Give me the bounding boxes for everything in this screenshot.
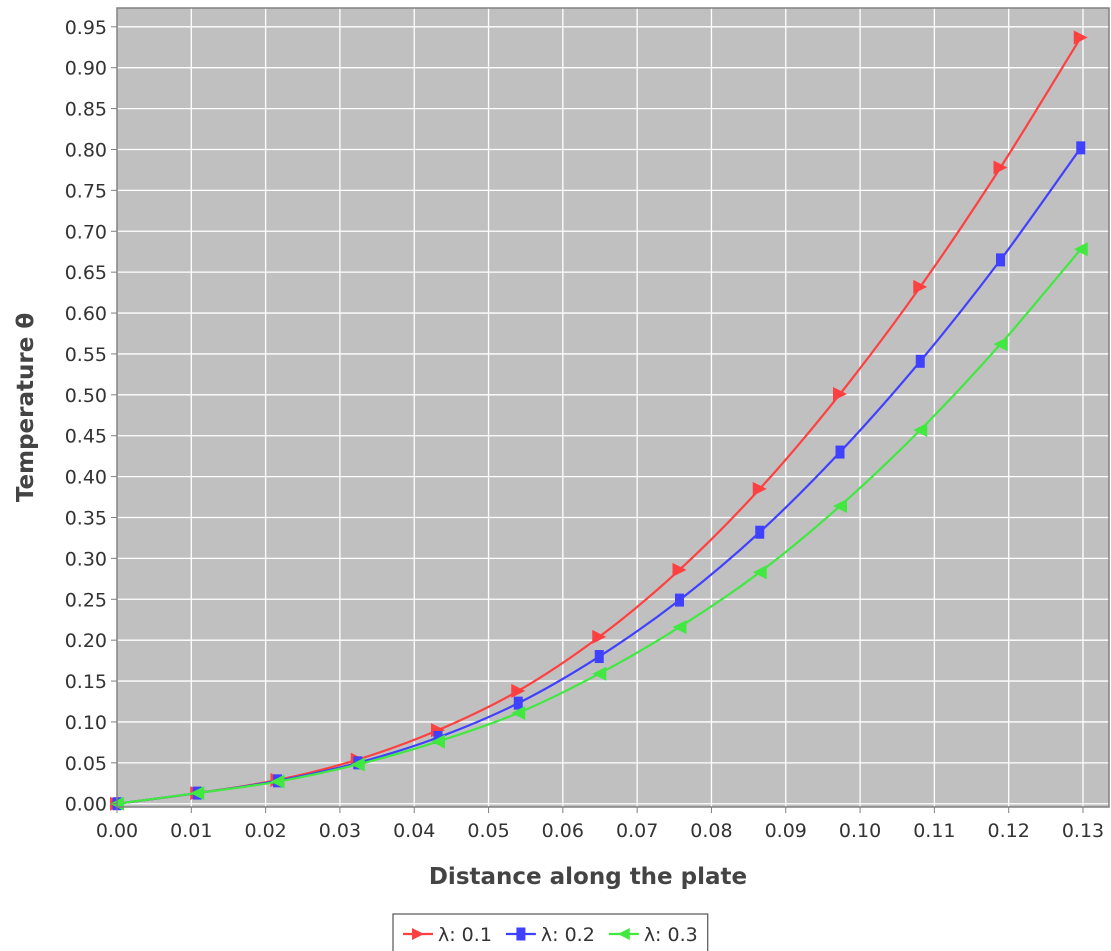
y-tick-label: 0.65 [65, 262, 107, 284]
y-tick-label: 0.25 [65, 589, 107, 611]
y-tick-label: 0.70 [65, 221, 107, 243]
series-3 [110, 242, 1088, 811]
data-point [835, 445, 845, 459]
legend-marker [412, 928, 424, 940]
data-point [511, 705, 526, 720]
data-point [915, 354, 925, 368]
y-tick-label: 0.35 [65, 507, 107, 529]
legend-label: λ: 0.1 [438, 924, 492, 946]
legend-item: λ: 0.1 [403, 924, 492, 946]
series-layer [110, 30, 1088, 811]
legend-item: λ: 0.3 [608, 924, 698, 946]
x-tick-label: 0.08 [690, 820, 732, 842]
y-tick-label: 0.10 [65, 712, 107, 734]
data-point [270, 774, 285, 789]
x-axis: 0.00 0.01 0.02 0.03 0.04 0.05 0.06 0.07 0.08 0.09… [96, 807, 1104, 842]
y-axis-title: Temperature θ [13, 313, 39, 502]
legend-box [392, 913, 709, 951]
data-point [431, 734, 446, 749]
y-tick-label: 0.45 [65, 426, 107, 448]
x-tick-label: 0.04 [393, 820, 435, 842]
y-tick-label: 0.20 [65, 630, 107, 652]
legend-label: λ: 0.2 [541, 924, 595, 946]
x-tick-label: 0.06 [542, 820, 584, 842]
x-tick-label: 0.07 [616, 820, 658, 842]
y-tick-label: 0.85 [65, 99, 107, 121]
y-tick-label: 0.95 [65, 17, 107, 39]
y-tick-label: 0.75 [65, 180, 107, 202]
data-point [993, 337, 1008, 352]
data-point [913, 422, 928, 437]
x-tick-label: 0.00 [96, 820, 138, 842]
y-tick-label: 0.90 [65, 58, 107, 80]
data-point [672, 620, 687, 635]
x-tick-label: 0.05 [467, 820, 509, 842]
x-tick-label: 0.13 [1062, 820, 1104, 842]
y-tick-label: 0.55 [65, 344, 107, 366]
legend-marker [617, 928, 630, 940]
x-tick-label: 0.11 [913, 820, 955, 842]
x-tick-label: 0.09 [765, 820, 807, 842]
y-tick-label: 0.60 [65, 303, 107, 325]
data-point [675, 593, 685, 607]
data-point [755, 525, 765, 539]
x-tick-label: 0.02 [244, 820, 286, 842]
data-point [350, 757, 365, 772]
plot-border [116, 7, 1110, 808]
data-point [752, 481, 767, 496]
y-tick-label: 0.15 [65, 671, 107, 693]
data-point [1073, 30, 1088, 45]
y-tick-label: 0.00 [65, 794, 107, 816]
data-point [511, 683, 526, 698]
x-tick-label: 0.10 [839, 820, 881, 842]
data-point [833, 387, 848, 402]
data-point [996, 253, 1006, 267]
data-point [833, 499, 848, 514]
data-point [594, 650, 604, 664]
x-tick-label: 0.12 [988, 820, 1030, 842]
y-tick-label: 0.50 [65, 385, 107, 407]
data-point [913, 279, 928, 294]
legend-item: λ: 0.2 [505, 924, 595, 946]
legend-marker [516, 927, 526, 941]
data-point [752, 565, 767, 580]
data-point [592, 629, 607, 644]
y-tick-label: 0.80 [65, 139, 107, 161]
x-axis-title: Distance along the plate [429, 864, 747, 890]
data-point [672, 562, 687, 577]
data-point [190, 786, 205, 801]
data-point [1076, 141, 1086, 155]
y-tick-label: 0.05 [65, 753, 107, 775]
y-tick-label: 0.40 [65, 467, 107, 489]
y-tick-label: 0.30 [65, 548, 107, 570]
data-point [592, 666, 607, 681]
data-point [433, 730, 443, 744]
data-point [1073, 242, 1088, 257]
x-tick-label: 0.03 [319, 820, 361, 842]
y-axis: 0.00 0.05 0.10 0.15 0.20 0.25 0.30 0.35 0.40 0.45… [65, 17, 117, 816]
legend: λ: 0.1 λ: 0.2 λ: 0.3 [392, 913, 709, 951]
data-point [513, 696, 523, 710]
legend-label: λ: 0.3 [644, 924, 698, 946]
x-tick-label: 0.01 [170, 820, 212, 842]
data-point [993, 160, 1008, 175]
grid [116, 8, 1109, 807]
